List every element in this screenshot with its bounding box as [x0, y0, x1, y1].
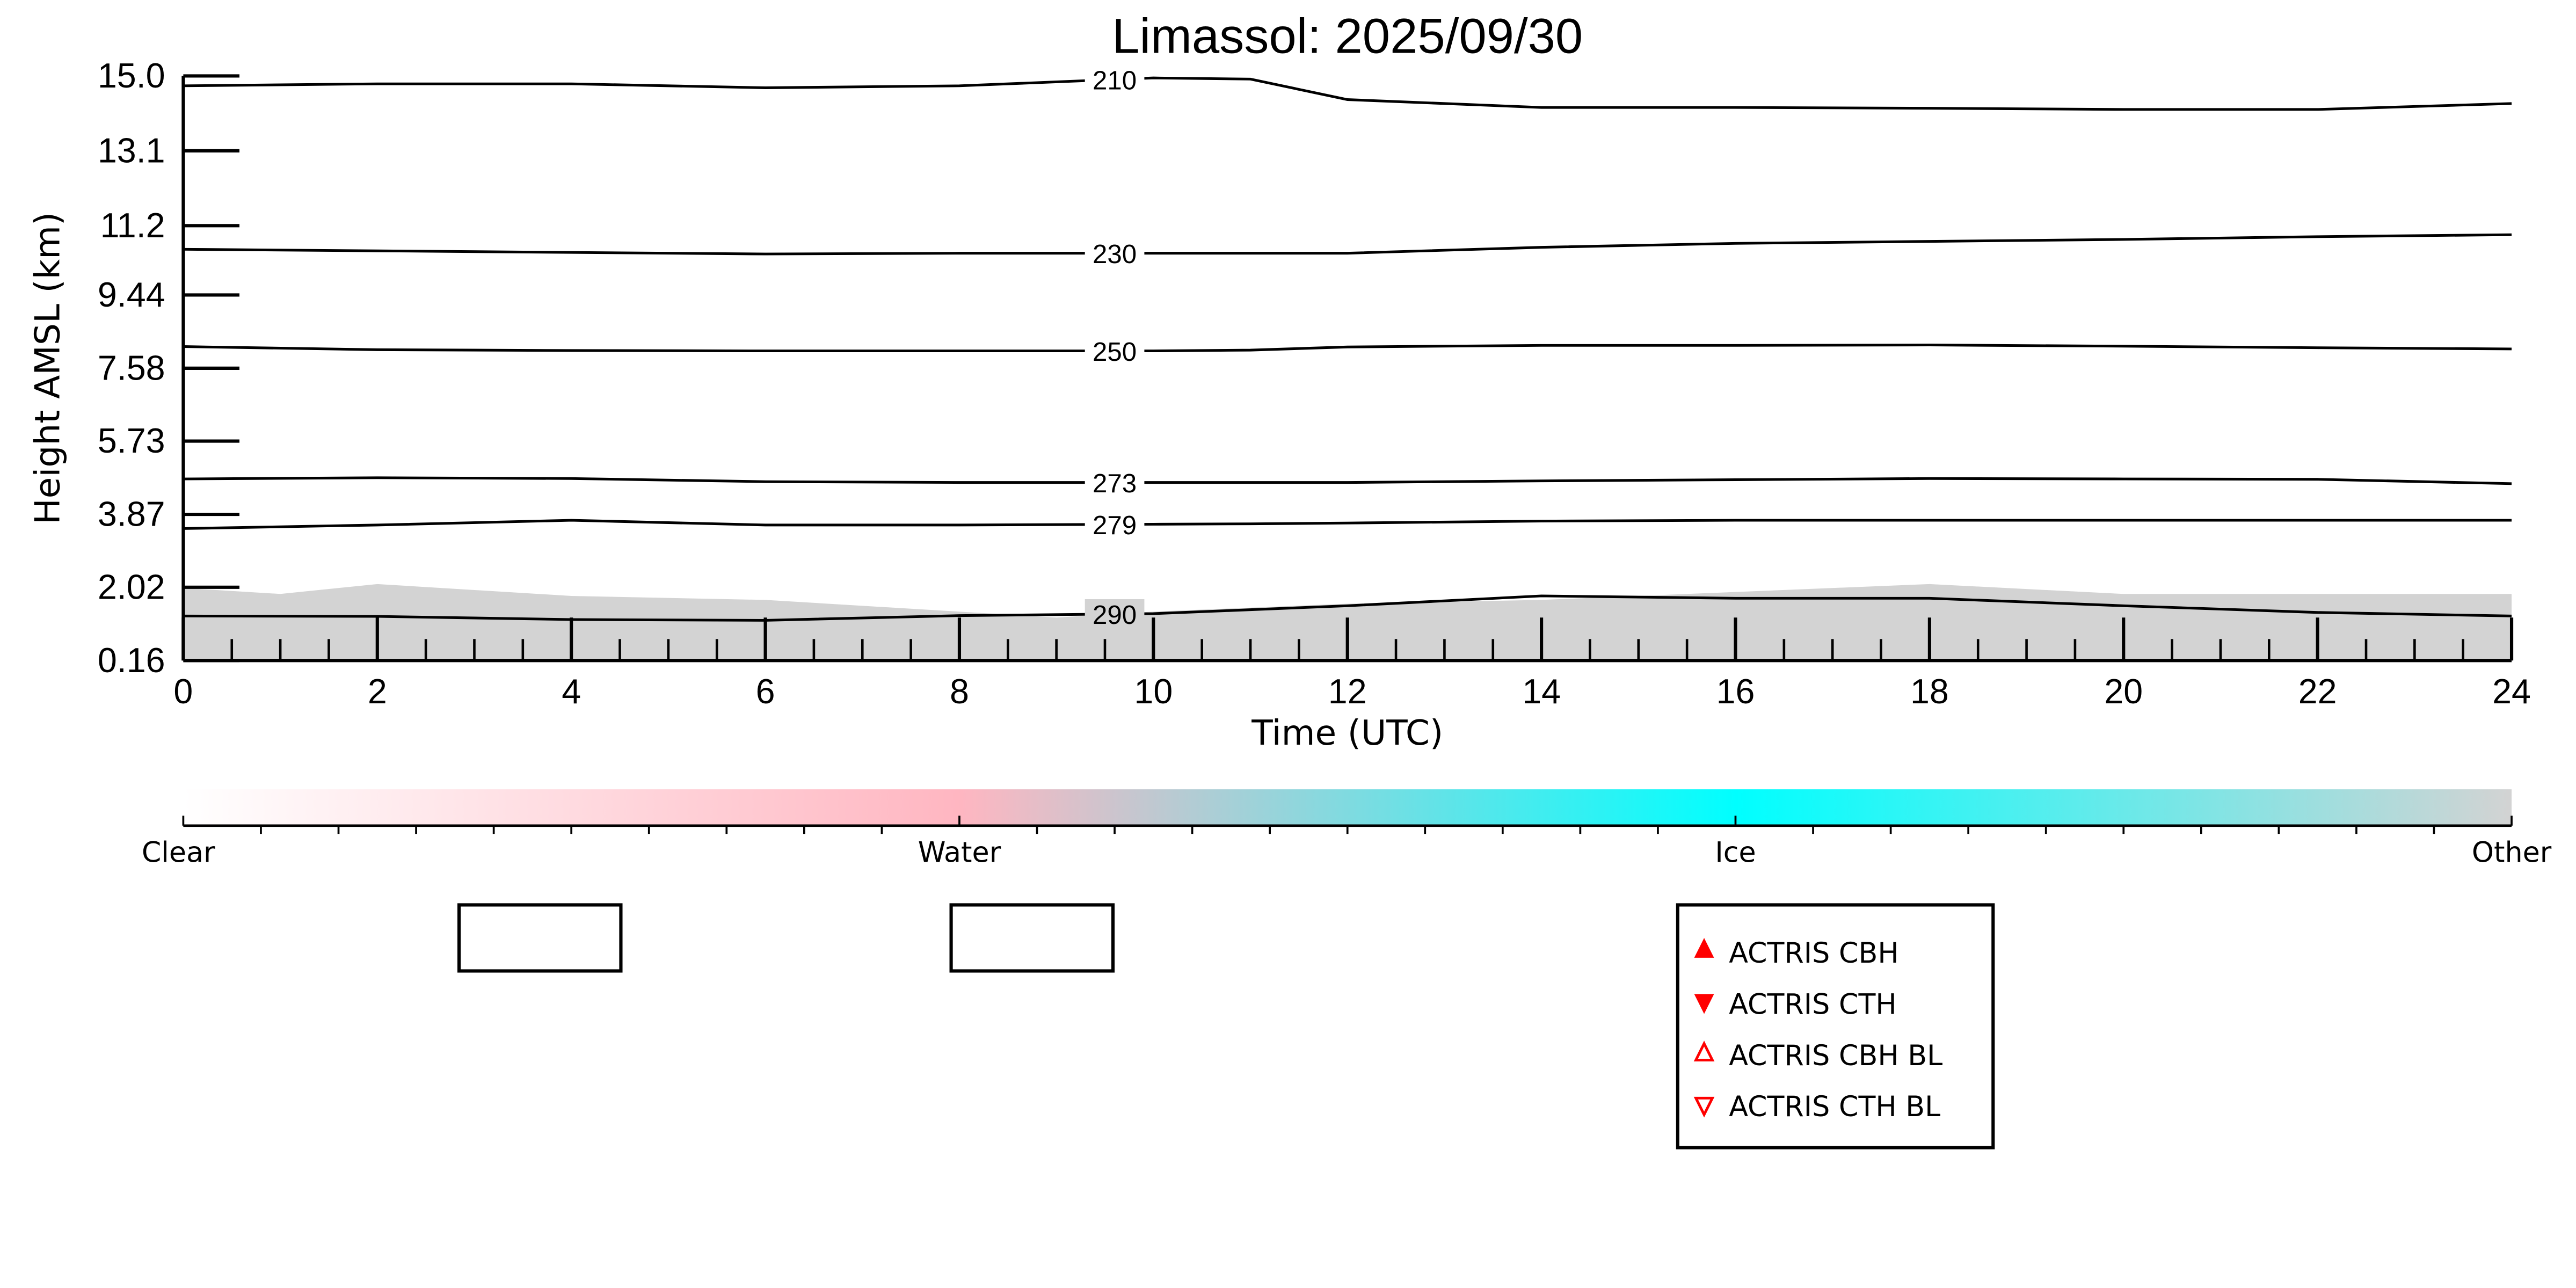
x-tick-label: 6	[756, 672, 775, 711]
colorbar-label-clear: Clear	[142, 836, 215, 869]
isotherm-label-bg	[1085, 467, 1145, 498]
x-axis-label: Time (UTC)	[1251, 713, 1443, 753]
isotherm-290	[183, 594, 2512, 622]
y-tick-label: 9.44	[98, 275, 165, 314]
plot-area: 210 230 250 273 279 290	[183, 64, 2512, 661]
isotherm-label: 279	[1093, 511, 1137, 540]
isotherm-label-bg	[1085, 238, 1145, 268]
isotherm-label: 273	[1093, 469, 1137, 498]
legend-label: ACTRIS CTH	[1729, 988, 1897, 1021]
y-tick-label: 7.58	[98, 348, 165, 387]
x-tick-label: 8	[950, 672, 969, 711]
triangle-down-open-icon	[1693, 1096, 1715, 1118]
legend-label: ACTRIS CBH	[1729, 937, 1898, 970]
empty-legend-box-1	[457, 903, 623, 973]
y-tick-label: 15.0	[98, 56, 165, 95]
legend: ACTRIS CBH ACTRIS CTH ACTRIS CBH BL ACTR…	[1676, 903, 1995, 1149]
colorbar: Clear Water Ice Other	[142, 789, 2552, 869]
isotherm-label: 250	[1093, 337, 1137, 367]
legend-label: ACTRIS CBH BL	[1729, 1039, 1942, 1072]
x-tick-label: 20	[2104, 672, 2143, 711]
isotherm-label-bg	[1085, 336, 1145, 366]
isotherm-279	[183, 519, 2512, 530]
isotherm-label: 230	[1093, 239, 1137, 269]
legend-frame	[1676, 903, 1995, 1149]
y-tick-label: 2.02	[98, 567, 165, 606]
triangle-up-filled-icon	[1694, 937, 1714, 958]
empty-legend-box-2	[949, 903, 1115, 973]
colorbar-label-other: Other	[2472, 836, 2552, 869]
isotherm-label: 210	[1093, 66, 1137, 96]
y-tick-label: 3.87	[98, 495, 165, 534]
isotherm-210	[183, 76, 2512, 111]
x-tick-label: 14	[1522, 672, 1561, 711]
x-tick-label: 16	[1716, 672, 1755, 711]
x-tick-label: 24	[2492, 672, 2531, 711]
x-tick-label: 0	[173, 672, 193, 711]
x-tick-label: 10	[1134, 672, 1173, 711]
y-tick-label: 13.1	[98, 131, 165, 170]
isotherm-250	[183, 344, 2512, 353]
isotherm-label: 290	[1093, 600, 1137, 630]
x-tick-label: 12	[1328, 672, 1367, 711]
isotherm-273	[183, 476, 2512, 485]
y-tick-label: 11.2	[100, 206, 165, 245]
x-tick-label: 4	[562, 672, 581, 711]
y-axis-label: Height AMSL (km)	[28, 212, 68, 525]
colorbar-label-ice: Ice	[1715, 836, 1756, 869]
colorbar-label-water: Water	[918, 836, 1001, 869]
isotherm-label-bg	[1085, 599, 1145, 629]
y-tick-label: 0.16	[98, 641, 165, 680]
isotherm-label-bg	[1085, 510, 1145, 540]
y-tick-label: 5.73	[98, 421, 165, 460]
isotherm-230	[183, 233, 2512, 256]
x-tick-label: 18	[1910, 672, 1949, 711]
x-tick-label: 22	[2298, 672, 2337, 711]
legend-label: ACTRIS CTH BL	[1729, 1090, 1940, 1123]
colorbar-gradient	[183, 789, 2512, 826]
x-tick-label: 2	[368, 672, 387, 711]
isotherm-label-bg	[1085, 64, 1145, 94]
triangle-down-filled-icon	[1694, 994, 1714, 1014]
triangle-up-open-icon	[1693, 1040, 1715, 1062]
chart-title: Limassol: 2025/09/30	[1112, 8, 1583, 63]
